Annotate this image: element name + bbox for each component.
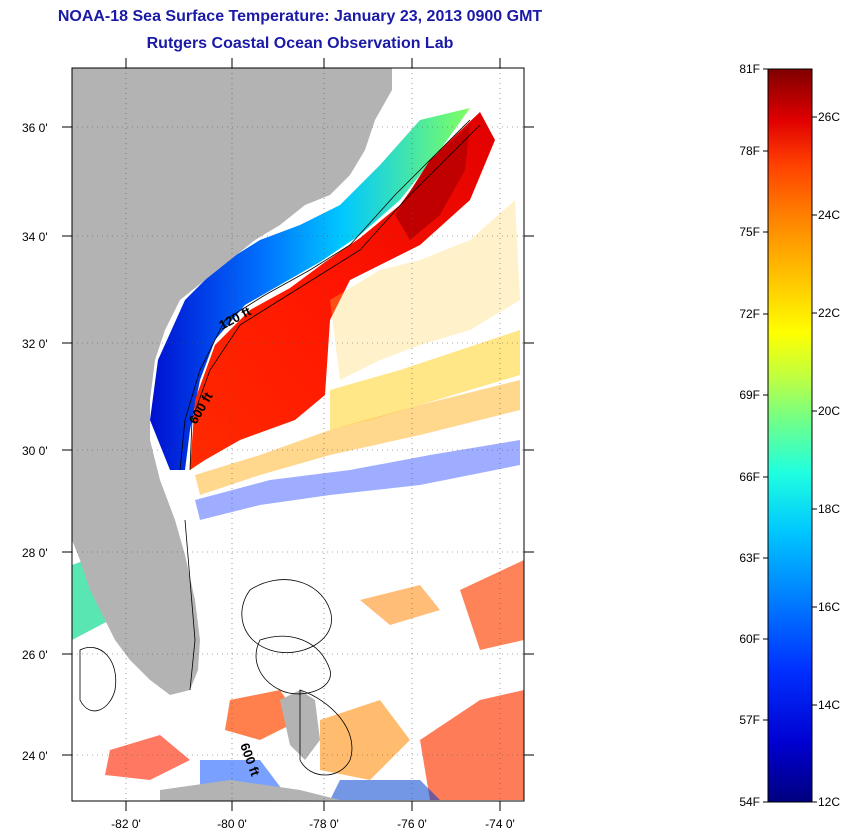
y-tick-label: 28 0' (22, 546, 48, 560)
colorbar-c-label: 22C (818, 306, 840, 320)
y-tick-label: 34 0' (22, 230, 48, 244)
colorbar-f-label: 69F (739, 388, 760, 402)
colorbar-f-label: 54F (739, 795, 760, 809)
colorbar-f-label: 75F (739, 225, 760, 239)
colorbar-scale (767, 68, 813, 803)
shelf-water-band (150, 108, 470, 470)
map-frame (71, 67, 525, 802)
colorbar-f-label: 57F (739, 713, 760, 727)
bathymetry-contours (79, 119, 481, 776)
colorbar-c-label: 14C (818, 698, 840, 712)
colorbar-c-label: 16C (818, 600, 840, 614)
y-tick-label: 30 0' (22, 444, 48, 458)
colorbar-f-label: 81F (739, 62, 760, 76)
colorbar-f-label: 66F (739, 470, 760, 484)
colorbar-c-label: 24C (818, 208, 840, 222)
x-tick-label: -82 0' (111, 817, 141, 831)
colorbar-f-label: 60F (739, 632, 760, 646)
map-title: NOAA-18 Sea Surface Temperature: January… (57, 8, 543, 25)
map-grid (72, 68, 524, 801)
y-tick-label: 24 0' (22, 749, 48, 763)
x-tick-label: -80 0' (217, 817, 247, 831)
x-tick-label: -78 0' (309, 817, 339, 831)
y-tick-label: 26 0' (22, 648, 48, 662)
y-tick-label: 36 0' (22, 121, 48, 135)
colorbar-f-label: 78F (739, 144, 760, 158)
land-us-east-coast (72, 68, 392, 695)
temperature-colorbar: 81F 78F 75F 72F 69F 66F 63F 60F 57F 54F … (739, 62, 840, 809)
map-plot-area: 120 ft 600 ft 600 ft (72, 68, 524, 801)
colorbar-f-label: 72F (739, 307, 760, 321)
colorbar-f-label: 63F (739, 551, 760, 565)
colorbar-c-label: 12C (818, 795, 840, 809)
offshore-speckle (195, 200, 520, 520)
x-tick-label: -74 0' (485, 817, 515, 831)
y-tick-label: 32 0' (22, 337, 48, 351)
map-subtitle: Rutgers Coastal Ocean Observation Lab (146, 35, 454, 52)
colorbar-c-label: 20C (818, 404, 840, 418)
x-tick-label: -76 0' (397, 817, 427, 831)
axis-ticks (62, 58, 534, 811)
land-caribbean (160, 780, 340, 801)
colorbar-c-label: 26C (818, 110, 840, 124)
colorbar-c-label: 18C (818, 502, 840, 516)
